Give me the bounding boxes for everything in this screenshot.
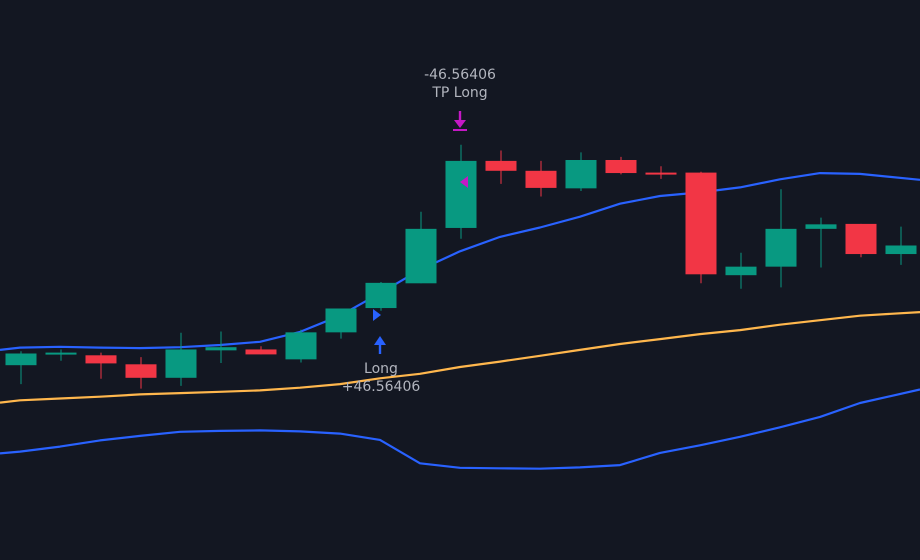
entry-flag-icon: [373, 309, 381, 321]
candle-body: [725, 266, 757, 276]
candle-body: [605, 160, 637, 174]
entry-value: +46.56406: [341, 379, 421, 395]
basis-line: [0, 311, 920, 404]
exit-arrow-icon: [454, 120, 466, 128]
candle-body: [125, 364, 157, 378]
candle-body: [805, 224, 837, 229]
candle-body: [645, 172, 677, 175]
candle-body: [85, 355, 117, 364]
upper-band-line: [0, 172, 920, 351]
candle-body: [285, 332, 317, 360]
entry-label: Long: [364, 361, 398, 377]
candle-body: [845, 223, 877, 255]
candle-body: [765, 228, 797, 267]
exit-arrow-bar: [453, 129, 467, 131]
candle-body: [525, 170, 557, 188]
exit-annotation: -46.56406 TP Long: [410, 66, 510, 102]
candle-body: [45, 352, 77, 355]
candle-body: [885, 245, 917, 255]
candle-body: [165, 349, 197, 378]
candle-body: [485, 160, 517, 171]
candle-body: [205, 347, 237, 351]
candle-body: [245, 349, 277, 355]
lower-band-line: [0, 388, 920, 470]
entry-arrow-icon: [374, 336, 386, 345]
candle-body: [405, 228, 437, 284]
candle-body: [685, 172, 717, 275]
candle-body: [445, 160, 477, 228]
entry-annotation: Long +46.56406: [336, 360, 426, 396]
exit-value: -46.56406: [424, 67, 496, 83]
exit-label: TP Long: [432, 85, 488, 101]
exit-arrow-shaft: [458, 111, 462, 121]
entry-arrow-shaft: [378, 344, 382, 354]
candle-body: [5, 353, 37, 366]
candle-body: [325, 308, 357, 333]
candle-body: [565, 160, 597, 189]
candle-body: [365, 282, 397, 309]
exit-flag-icon: [460, 176, 468, 188]
